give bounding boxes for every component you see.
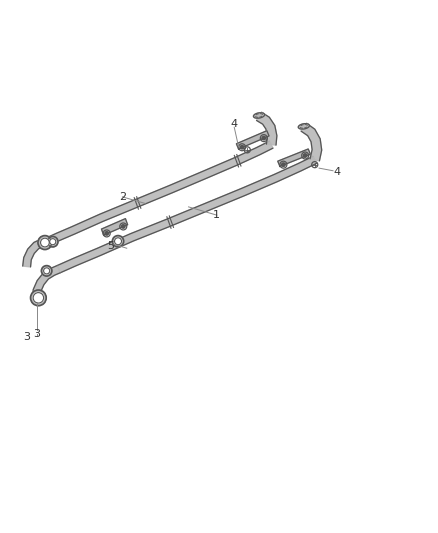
Circle shape xyxy=(113,236,124,247)
Polygon shape xyxy=(301,123,321,161)
Polygon shape xyxy=(237,131,269,149)
Circle shape xyxy=(49,239,56,245)
Polygon shape xyxy=(257,112,277,145)
Text: 1: 1 xyxy=(213,210,220,220)
Polygon shape xyxy=(23,237,49,267)
Circle shape xyxy=(121,225,125,228)
Circle shape xyxy=(304,154,307,157)
Circle shape xyxy=(44,268,49,274)
Circle shape xyxy=(240,146,244,149)
Circle shape xyxy=(38,236,52,249)
Circle shape xyxy=(262,136,265,140)
Polygon shape xyxy=(278,149,311,166)
Polygon shape xyxy=(57,156,317,273)
Text: 4: 4 xyxy=(231,119,238,129)
Polygon shape xyxy=(32,265,60,300)
Circle shape xyxy=(47,237,58,247)
Ellipse shape xyxy=(254,112,265,118)
Circle shape xyxy=(33,293,44,303)
Text: 5: 5 xyxy=(107,240,114,251)
Polygon shape xyxy=(47,141,273,245)
Text: 2: 2 xyxy=(119,192,126,202)
Circle shape xyxy=(41,238,49,247)
Circle shape xyxy=(115,238,121,245)
Circle shape xyxy=(31,290,46,305)
Text: 4: 4 xyxy=(333,167,340,176)
Text: 3: 3 xyxy=(34,329,41,339)
Circle shape xyxy=(282,163,285,166)
Circle shape xyxy=(105,232,109,235)
Ellipse shape xyxy=(298,124,310,129)
Circle shape xyxy=(42,265,52,276)
Polygon shape xyxy=(102,219,127,235)
Text: 3: 3 xyxy=(23,332,30,342)
